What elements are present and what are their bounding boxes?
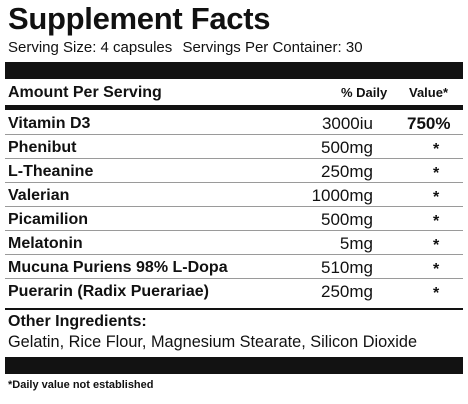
nutrient-name: Valerian <box>8 187 70 204</box>
footnote: *Daily value not established <box>8 379 154 391</box>
nutrient-amount: 510mg <box>321 258 373 277</box>
nutrient-row: Phenibut 500mg * <box>5 135 463 159</box>
nutrient-daily-value: * <box>433 189 440 206</box>
top-thick-divider <box>5 62 463 79</box>
nutrient-daily-value: * <box>433 165 440 182</box>
panel-title: Supplement Facts <box>8 1 271 36</box>
nutrient-amount: 250mg <box>321 162 373 181</box>
servings-per-container: Servings Per Container: 30 <box>182 39 363 56</box>
nutrient-list: Vitamin D3 3000iu 750% Phenibut 500mg * … <box>5 111 463 303</box>
header-divider <box>5 105 463 110</box>
nutrient-daily-value: 750% <box>407 114 451 133</box>
nutrient-daily-value: * <box>433 141 440 158</box>
nutrient-name: Vitamin D3 <box>8 115 91 132</box>
nutrient-daily-value: * <box>433 213 440 230</box>
nutrient-row: Picamilion 500mg * <box>5 207 463 231</box>
nutrient-daily-value: * <box>433 261 440 278</box>
nutrient-name: Phenibut <box>8 139 77 156</box>
other-ingredients-label: Other Ingredients: <box>8 313 147 330</box>
column-header-row: Amount Per Serving % Daily Value* <box>8 83 460 103</box>
nutrient-amount: 500mg <box>321 210 373 229</box>
bottom-thick-divider <box>5 357 463 374</box>
nutrient-amount: 1000mg <box>311 186 373 205</box>
nutrient-amount: 3000iu <box>321 114 373 133</box>
daily-header: % Daily <box>341 85 388 100</box>
amount-per-serving-header: Amount Per Serving <box>8 84 162 101</box>
nutrient-row: Puerarin (Radix Puerariae) 250mg * <box>5 279 463 303</box>
nutrient-amount: 250mg <box>321 282 373 301</box>
value-header: Value* <box>409 85 449 100</box>
nutrient-daily-value: * <box>433 237 440 254</box>
nutrient-name: Picamilion <box>8 211 89 228</box>
ingredients-divider <box>5 308 463 310</box>
nutrient-row: Valerian 1000mg * <box>5 183 463 207</box>
nutrient-amount: 5mg <box>339 234 373 253</box>
nutrient-row: L-Theanine 250mg * <box>5 159 463 183</box>
nutrient-name: L-Theanine <box>8 163 94 180</box>
nutrient-row: Melatonin 5mg * <box>5 231 463 255</box>
serving-info: Serving Size: 4 capsules Servings Per Co… <box>8 40 363 56</box>
nutrient-daily-value: * <box>433 285 440 302</box>
nutrient-row: Vitamin D3 3000iu 750% <box>5 111 463 135</box>
nutrient-name: Melatonin <box>8 235 83 252</box>
other-ingredients-list: Gelatin, Rice Flour, Magnesium Stearate,… <box>8 333 418 351</box>
nutrient-amount: 500mg <box>321 138 373 157</box>
serving-size: Serving Size: 4 capsules <box>8 39 173 56</box>
nutrient-name: Mucuna Puriens 98% L-Dopa <box>8 259 228 276</box>
nutrient-name: Puerarin (Radix Puerariae) <box>8 283 209 300</box>
nutrient-row: Mucuna Puriens 98% L-Dopa 510mg * <box>5 255 463 279</box>
